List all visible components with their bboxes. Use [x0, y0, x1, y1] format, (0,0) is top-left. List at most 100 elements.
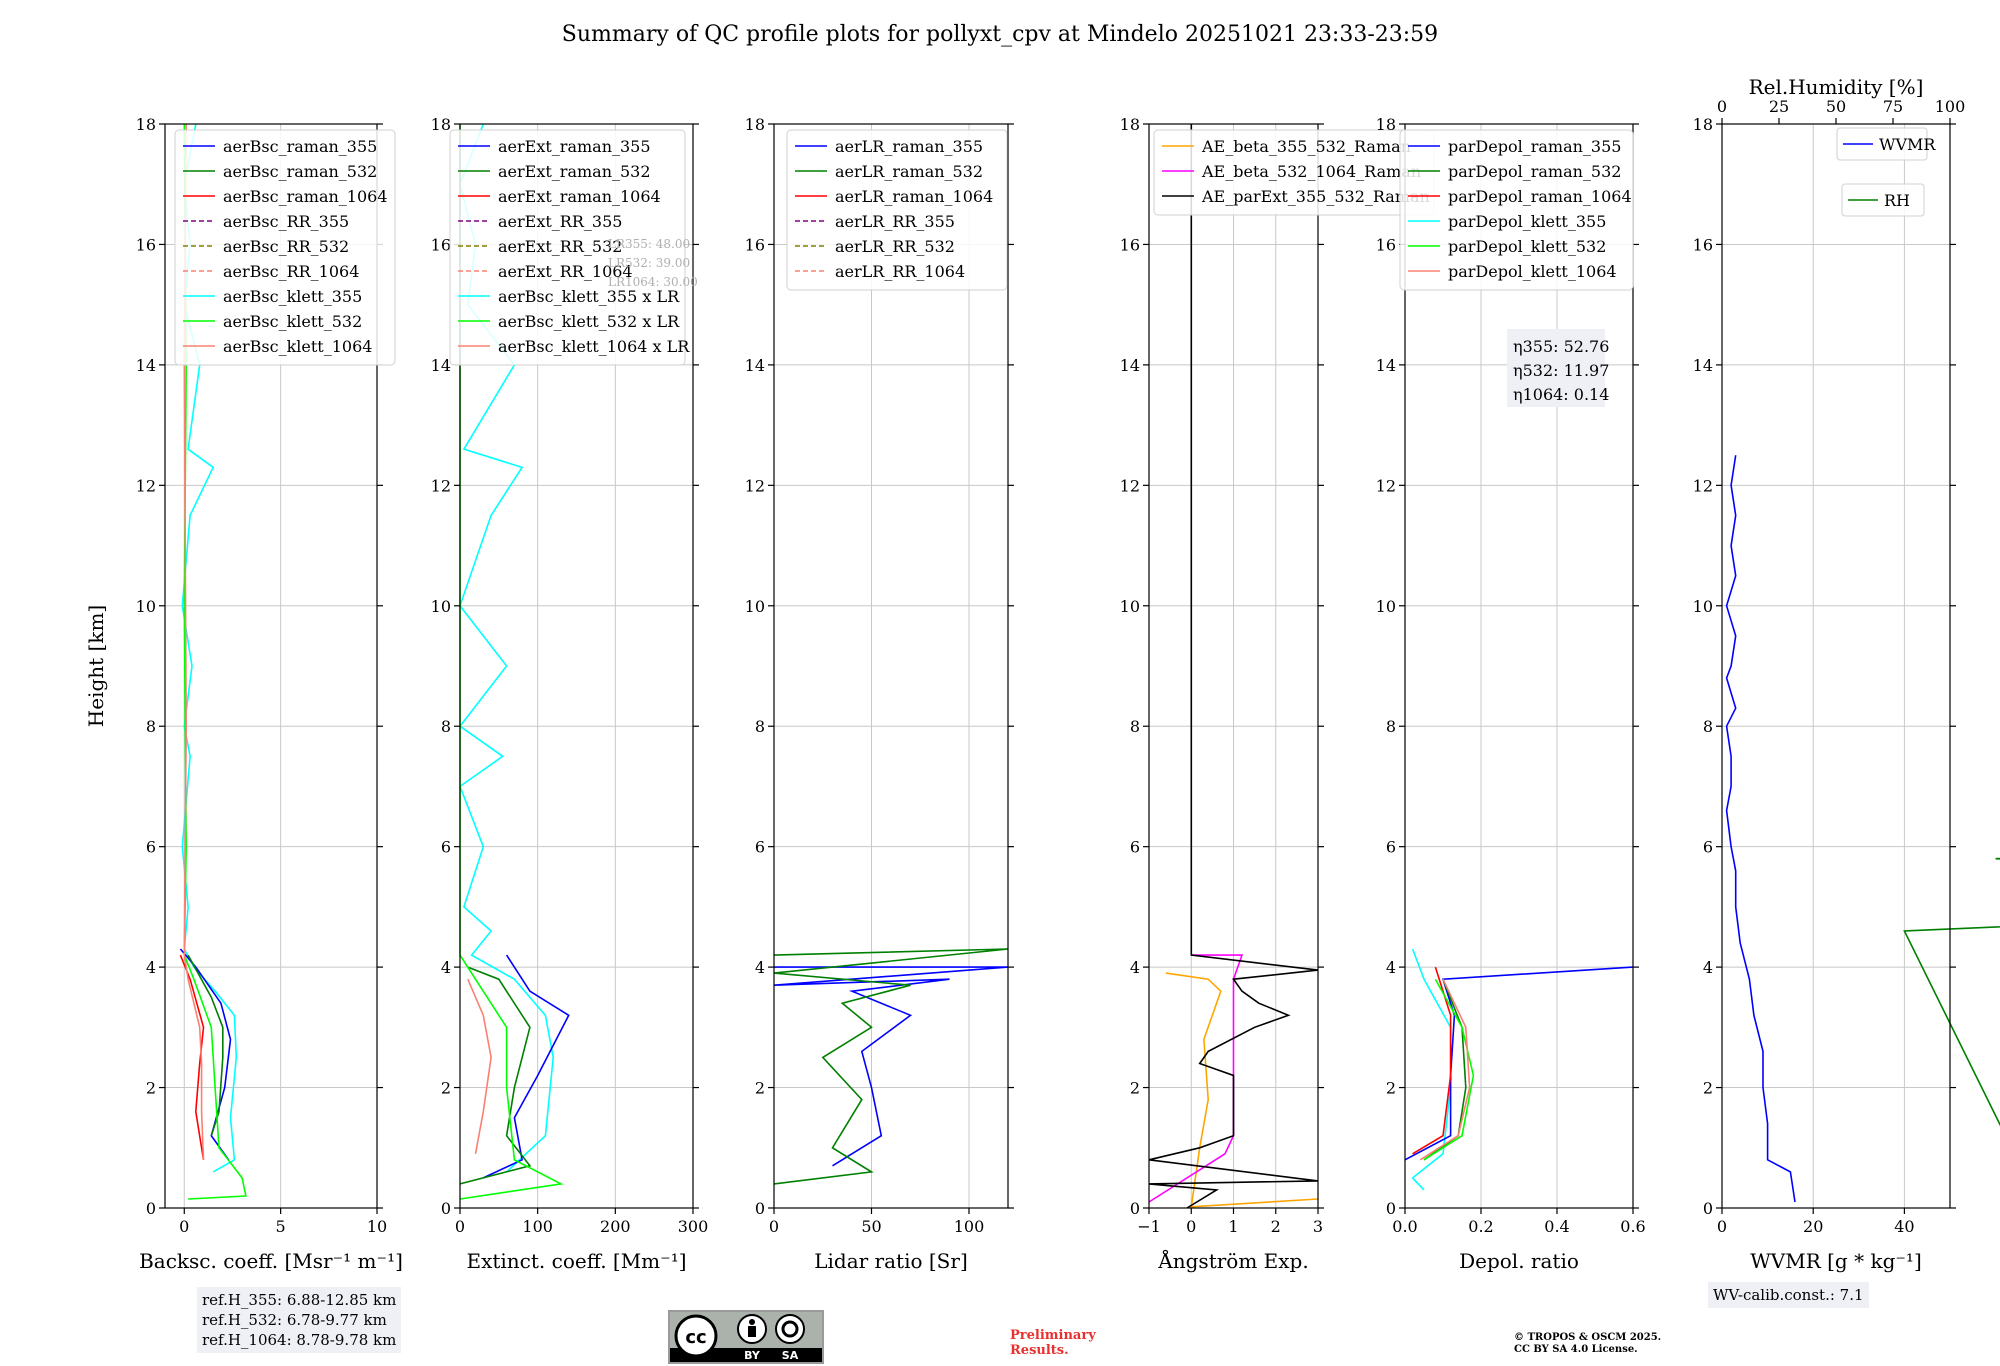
series-line-WVMR [1725, 455, 1796, 1203]
y-tick-label: 14 [1693, 356, 1713, 375]
axes-frame [1721, 123, 1951, 1209]
y-tick-label: 0 [146, 1199, 156, 1218]
y-tick-label: 4 [441, 958, 451, 977]
legend-entry: aerBsc_raman_355 [223, 137, 377, 156]
eta-box [1507, 329, 1605, 407]
copyright-line-2: CC BY SA 4.0 License. [1514, 1344, 1638, 1355]
panel-5: 0 2 4 6 8 10 12 14 16 18 0.0 0.2 0.4 0.6 Depol. ratio p… [1376, 115, 1646, 1273]
x-tick-label: 300 [678, 1217, 709, 1236]
y-tick-label: 2 [441, 1079, 451, 1098]
y-tick-label: 16 [1693, 235, 1713, 254]
legend-entry: aerBsc_klett_1064 [223, 337, 372, 356]
x-tick-label: 0 [1186, 1217, 1196, 1236]
x-axis-label: Backsc. coeff. [Msr⁻¹ m⁻¹] [139, 1249, 403, 1273]
y-tick-label: 0 [441, 1199, 451, 1218]
series-line-RH [1903, 857, 2000, 1127]
y-tick-label: 8 [1386, 717, 1396, 736]
legend-box [1836, 127, 1928, 161]
series-line-klett_532xLR [459, 124, 564, 1200]
x-tick-label: 2 [1271, 1217, 1281, 1236]
y-tick-label: 12 [745, 476, 765, 495]
series-line-AE_beta_355_532 [1165, 972, 1319, 1208]
preliminary-line-1: Preliminary [1010, 1328, 1096, 1343]
x2-tick-label: 100 [1935, 97, 1966, 116]
legend-entry: aerBsc_klett_355 x LR [498, 287, 680, 306]
legend-entry: aerBsc_RR_532 [223, 237, 349, 256]
legend-entry: aerBsc_raman_532 [223, 162, 377, 181]
lr-annotation: LR355: 48.00 [608, 237, 690, 251]
legend-entry: aerBsc_raman_1064 [223, 187, 388, 206]
y-tick-label: 10 [136, 597, 156, 616]
x-tick-label: 0.4 [1544, 1217, 1569, 1236]
preliminary-note: Preliminary Results. [1010, 1328, 1096, 1358]
y-tick-label: 6 [1703, 838, 1713, 857]
ref-height-532: ref.H_532: 6.78-9.77 km [202, 1311, 387, 1329]
y-tick-label: 0 [1703, 1199, 1713, 1218]
cc-by-label: BY [744, 1349, 761, 1362]
y-tick-label: 12 [1376, 476, 1396, 495]
legend-entry: AE_beta_355_532_Raman [1201, 137, 1411, 156]
y-tick-label: 12 [431, 476, 451, 495]
y-tick-label: 10 [431, 597, 451, 616]
series-line-raman_1064 [467, 978, 492, 1154]
y-tick-label: 18 [745, 115, 765, 134]
x-tick-label: 200 [600, 1217, 631, 1236]
legend-entry: aerBsc_klett_355 [223, 287, 362, 306]
y-tick-label: 12 [1120, 476, 1140, 495]
x-tick-label: 0 [769, 1217, 779, 1236]
y-tick-label: 18 [136, 115, 156, 134]
y-tick-label: 8 [1130, 717, 1140, 736]
legend-entry: aerExt_raman_532 [498, 162, 651, 181]
reference-heights-box: ref.H_355: 6.88-12.85 km ref.H_532: 6.78… [197, 1287, 402, 1353]
x2-axis-label: Rel.Humidity [%] [1749, 75, 1924, 99]
ref-height-355: ref.H_355: 6.88-12.85 km [202, 1291, 397, 1309]
legend-entry: AE_parExt_355_532_Raman [1201, 187, 1430, 206]
y-tick-label: 16 [136, 235, 156, 254]
legend-WVMR: WVMR [1836, 127, 1936, 161]
eta-annotation: η355: 52.76 η532: 11.97 η1064: 0.14 [1507, 329, 1609, 407]
x-tick-label: 5 [276, 1217, 286, 1236]
x-tick-label: 20 [1803, 1217, 1823, 1236]
lr-annotation: LR1064: 30.00 [608, 275, 698, 289]
y-tick-label: 14 [431, 356, 451, 375]
legend-box [786, 129, 1008, 291]
series-line-raman_355 [1404, 966, 1634, 1161]
legend-entry: parDepol_klett_355 [1448, 212, 1606, 231]
y-tick-label: 2 [1386, 1079, 1396, 1098]
y-tick-label: 16 [1376, 235, 1396, 254]
legend: AE_beta_355_532_Raman AE_beta_532_1064_Ra… [1153, 129, 1435, 216]
y-tick-label: 14 [745, 356, 765, 375]
y-tick-label: 10 [1120, 597, 1140, 616]
figure-title: Summary of QC profile plots for pollyxt_… [561, 22, 1439, 47]
series-line-aerBsc_raman_1064 [179, 954, 205, 1160]
x-axis-label: Ångström Exp. [1157, 1248, 1308, 1273]
x-tick-label: 50 [861, 1217, 881, 1236]
x-tick-label: 0.6 [1620, 1217, 1645, 1236]
y-tick-label: 10 [1376, 597, 1396, 616]
cc-sa-label: SA [782, 1349, 799, 1362]
legend-entry: WVMR [1879, 135, 1936, 154]
legend-entry: aerLR_raman_355 [835, 137, 983, 156]
lr-annotation: LR532: 39.00 [608, 256, 690, 270]
panel-2: 0 2 4 6 8 10 12 14 16 18 0 100 200 300 Extinct. coeff.… [431, 115, 709, 1273]
y-tick-label: 18 [1120, 115, 1140, 134]
y-tick-label: 10 [745, 597, 765, 616]
legend-entry: parDepol_raman_355 [1448, 137, 1621, 156]
y-tick-label: 6 [755, 838, 765, 857]
x-tick-label: 3 [1313, 1217, 1323, 1236]
x-tick-label: 0 [455, 1217, 465, 1236]
series-line-klett_1064 [1419, 978, 1471, 1161]
series-line-aerLR_raman_355 [773, 966, 1009, 1167]
x-axis-label: WVMR [g * kg⁻¹] [1750, 1249, 1922, 1273]
legend-box [1399, 129, 1634, 291]
wv-calib-const: WV-calib.const.: 7.1 [1713, 1286, 1864, 1304]
legend: parDepol_raman_355 parDepol_raman_532 parD… [1399, 129, 1634, 291]
lidar-ratio-annotation: LR355: 48.00 LR532: 39.00 LR1064: 30.00 [608, 237, 698, 289]
legend-entry: RH [1884, 191, 1910, 210]
legend-entry: parDepol_raman_1064 [1448, 187, 1632, 206]
legend-entry: aerExt_RR_355 [498, 212, 622, 231]
copyright-note: © TROPOS & OSCM 2025. CC BY SA 4.0 Licen… [1514, 1332, 1661, 1356]
eta-value: η355: 52.76 [1513, 337, 1609, 356]
y-tick-label: 14 [136, 356, 156, 375]
copyright-line-1: © TROPOS & OSCM 2025. [1514, 1332, 1662, 1343]
